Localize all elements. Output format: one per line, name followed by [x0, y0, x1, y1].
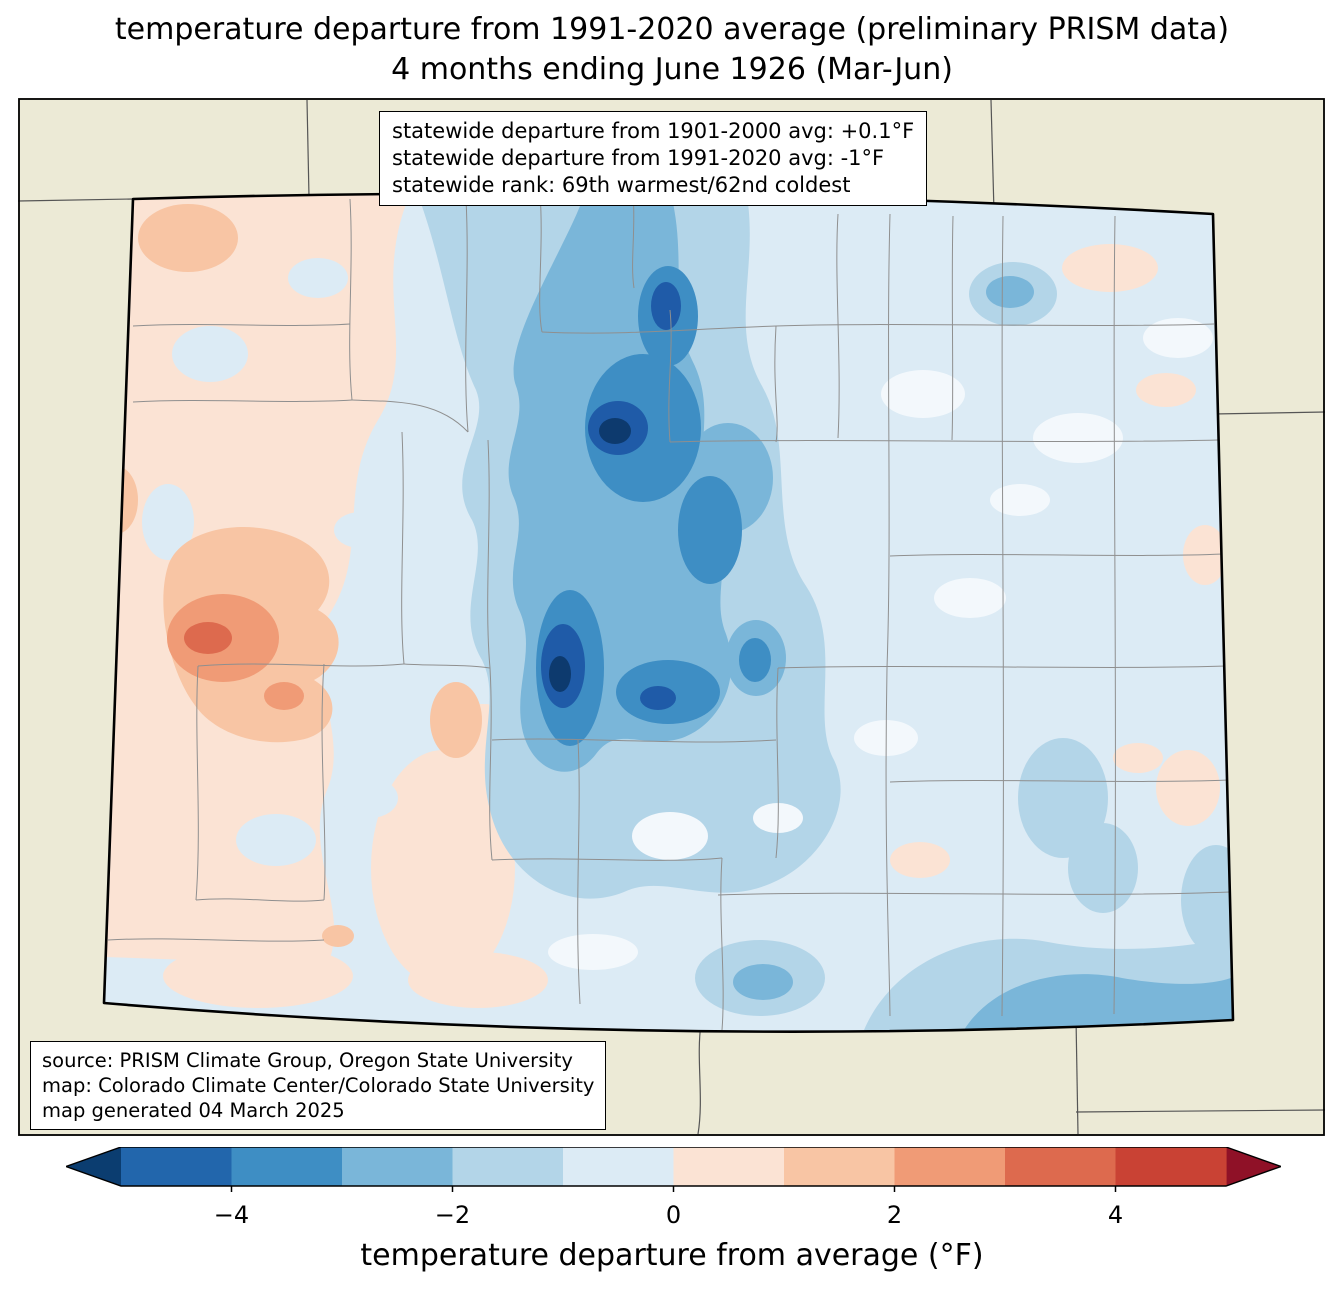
- generated-date-line: map generated 04 March 2025: [42, 1099, 345, 1122]
- title-line-2: 4 months ending June 1926 (Mar-Jun): [391, 52, 953, 87]
- colorbar-tick-label: 0: [665, 1201, 682, 1229]
- contour-pockets-pale: [548, 318, 1213, 970]
- colorbar: −4 −2 0 2 4: [63, 1146, 1284, 1231]
- contour-pockets-near-zero: [142, 258, 398, 866]
- stat-statewide-rank: statewide rank: 69th warmest/62nd coldes…: [392, 173, 851, 197]
- source-box: source: PRISM Climate Group, Oregon Stat…: [30, 1041, 607, 1130]
- county-boundaries: [107, 193, 1231, 1031]
- source-line: source: PRISM Climate Group, Oregon Stat…: [42, 1049, 573, 1072]
- map-area: statewide departure from 1901-2000 avg: …: [18, 98, 1325, 1136]
- colorbar-segment-0: [121, 1147, 233, 1186]
- colorbar-over-arrow: [1226, 1147, 1281, 1186]
- temperature-contour-layers: [104, 193, 1233, 1032]
- colorbar-tick-label: 2: [886, 1201, 903, 1229]
- colorbar-segment-8: [1005, 1147, 1117, 1186]
- colorbar-tick-label: 4: [1107, 1201, 1124, 1229]
- colorbar-segment-6: [784, 1147, 896, 1186]
- contour-layer-coldest: [549, 418, 631, 692]
- figure-title: temperature departure from 1991-2020 ave…: [0, 10, 1344, 90]
- neighbor-state-borders: [18, 99, 1325, 1135]
- colorbar-segment-5: [673, 1147, 785, 1186]
- map-frame: [18, 98, 1325, 1136]
- warmest-anomaly-core: [184, 622, 232, 654]
- colorbar-segment-3: [452, 1147, 564, 1186]
- colorbar-bar: [63, 1146, 1284, 1192]
- colorbar-segment-4: [563, 1147, 675, 1186]
- stat-departure-1991-2020: statewide departure from 1991-2020 avg: …: [392, 146, 885, 170]
- colorado-temperature-map: [18, 98, 1325, 1136]
- stats-box: statewide departure from 1901-2000 avg: …: [379, 111, 928, 206]
- colorbar-tick-label: −2: [434, 1201, 471, 1229]
- colorbar-ticks: −4 −2 0 2 4: [66, 1197, 1281, 1231]
- contour-layer-warm-3-4: [184, 622, 232, 654]
- colorbar-label: temperature departure from average (°F): [360, 1238, 984, 1273]
- coldest-anomaly-core: [599, 418, 631, 444]
- colorbar-segment-9: [1115, 1147, 1227, 1186]
- colorbar-under-arrow: [66, 1147, 121, 1186]
- colorbar-tick-label: −4: [213, 1201, 250, 1229]
- colorbar-segment-1: [231, 1147, 343, 1186]
- map-credit-line: map: Colorado Climate Center/Colorado St…: [42, 1074, 595, 1097]
- title-line-1: temperature departure from 1991-2020 ave…: [114, 12, 1230, 47]
- colorbar-segment-7: [894, 1147, 1006, 1186]
- stat-departure-1901-2000: statewide departure from 1901-2000 avg: …: [392, 119, 915, 143]
- colorbar-segment-2: [342, 1147, 454, 1186]
